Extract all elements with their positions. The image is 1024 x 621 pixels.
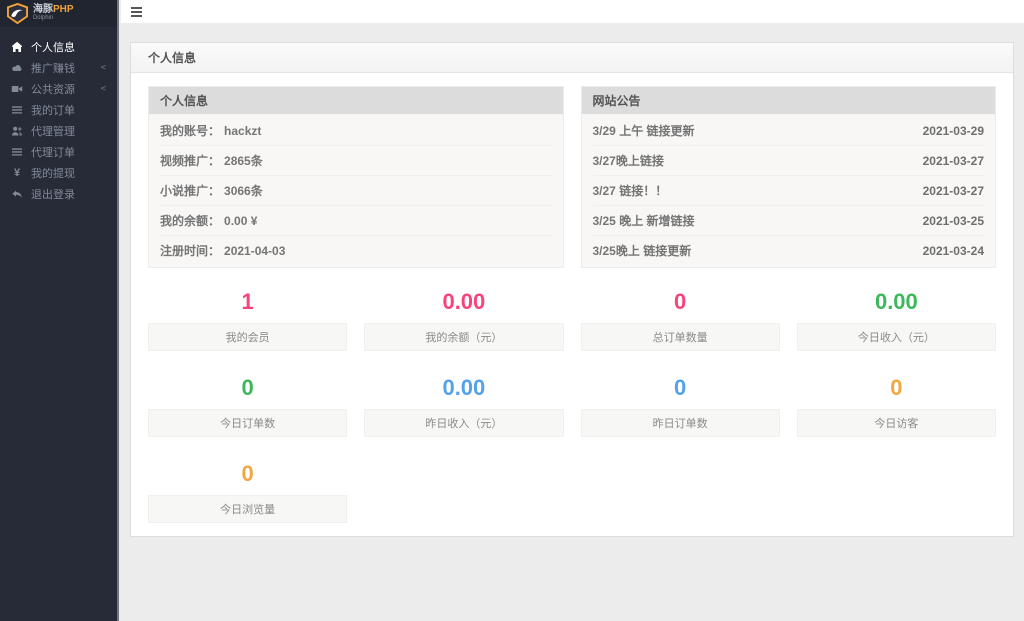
stat-label: 总订单数量: [580, 323, 780, 351]
sidebar-item-label: 代理订单: [31, 146, 75, 159]
profile-row-video-promo: 视频推广： 2865条: [160, 146, 552, 176]
profile-row-balance: 我的余额： 0.00 ¥: [160, 206, 552, 236]
personal-info-panel: 个人信息 个人信息 我的账号： hackzt 视频推广： 2865条 小说推广： 30…: [130, 42, 1014, 537]
profile-card-body: 我的账号： hackzt 视频推广： 2865条 小说推广： 3066条 我的余额： 0…: [149, 114, 563, 267]
notice-text: 3/27 链接！！: [592, 184, 668, 198]
stat-value: 0: [674, 289, 687, 314]
chevron-left-icon: <: [100, 83, 106, 94]
stat-label: 今日订单数: [148, 409, 348, 437]
stat-today-income: 0.00 今日收入（元）: [796, 281, 996, 351]
profile-card: 个人信息 我的账号： hackzt 视频推广： 2865条 小说推广： 3066条 我…: [148, 86, 564, 268]
sidebar-item-personal-info[interactable]: 个人信息: [0, 36, 117, 57]
balance-value: 0.00 ¥: [224, 214, 258, 228]
profile-card-title: 个人信息: [149, 87, 563, 114]
notice-card: 网站公告 3/29 上午 链接更新 2021-03-29 3/27晚上链接 2021…: [580, 86, 996, 268]
stat-label: 今日收入（元）: [796, 323, 996, 351]
register-time-value: 2021-04-03: [224, 244, 286, 258]
stat-label: 今日浏览量: [148, 495, 348, 523]
sidebar-item-my-withdrawal[interactable]: ¥ 我的提现: [0, 162, 117, 183]
stat-my-members: 1 我的会员: [148, 281, 348, 351]
stat-today-visitors: 0 今日访客: [796, 367, 996, 437]
notice-item[interactable]: 3/29 上午 链接更新 2021-03-29: [592, 116, 984, 146]
sidebar-item-label: 推广赚钱: [31, 62, 75, 75]
notice-text: 3/25 晚上 新增链接: [592, 214, 695, 228]
stats-grid: 1 我的会员 0.00 我的余额（元） 0 总订单数量 0.00 今日收入（元）…: [148, 281, 996, 523]
chevron-left-icon: <: [100, 62, 106, 73]
yen-icon: ¥: [13, 166, 21, 179]
stat-value: 1: [241, 289, 254, 314]
panel-body: 个人信息 我的账号： hackzt 视频推广： 2865条 小说推广： 3066条 我…: [131, 73, 1013, 536]
sidebar-item-agent-orders[interactable]: 代理订单: [0, 141, 117, 162]
stat-label: 我的会员: [148, 323, 348, 351]
notice-date: 2021-03-27: [922, 183, 984, 198]
sidebar-menu: 个人信息 推广赚钱 < 公共资源 < 我的订单 代理管理: [0, 27, 117, 204]
sidebar-item-label: 我的提现: [31, 167, 75, 180]
stat-my-balance: 0.00 我的余额（元）: [364, 281, 564, 351]
sidebar-item-promote-earn[interactable]: 推广赚钱 <: [0, 57, 117, 78]
info-cards-row: 个人信息 我的账号： hackzt 视频推广： 2865条 小说推广： 3066条 我…: [148, 86, 996, 268]
notice-item[interactable]: 3/25晚上 链接更新 2021-03-24: [593, 236, 985, 265]
account-value: hackzt: [224, 124, 262, 138]
profile-row-account: 我的账号： hackzt: [160, 116, 552, 146]
video-icon: [11, 83, 23, 95]
notice-card-body: 3/29 上午 链接更新 2021-03-29 3/27晚上链接 2021-03-2…: [582, 114, 996, 267]
panel-title: 个人信息: [131, 43, 1013, 73]
dolphin-logo-icon: [7, 2, 28, 25]
novel-promo-value: 3066条: [224, 184, 263, 198]
stat-label: 昨日收入（元）: [364, 409, 564, 437]
sidebar-item-public-resources[interactable]: 公共资源 <: [0, 78, 117, 99]
sidebar-item-label: 代理管理: [31, 125, 75, 138]
notice-item[interactable]: 3/27晚上链接 2021-03-27: [592, 146, 984, 176]
stat-today-pageviews: 0 今日浏览量: [148, 453, 348, 523]
stat-value: 0: [674, 375, 687, 400]
notice-text: 3/29 上午 链接更新: [592, 124, 695, 138]
profile-row-novel-promo: 小说推广： 3066条: [160, 176, 552, 206]
app-title: 海豚PHP: [33, 3, 74, 15]
notice-item[interactable]: 3/25 晚上 新增链接 2021-03-25: [592, 206, 984, 236]
stat-yesterday-income: 0.00 昨日收入（元）: [364, 367, 564, 437]
sidebar-item-label: 个人信息: [31, 41, 75, 54]
stat-label: 我的余额（元）: [364, 323, 564, 351]
list-icon: [11, 104, 23, 116]
stat-value: 0.00: [442, 375, 486, 400]
users-icon: [11, 125, 23, 137]
hamburger-menu-icon[interactable]: [131, 7, 142, 19]
notice-text: 3/25晚上 链接更新: [592, 244, 692, 258]
profile-row-register-time: 注册时间： 2021-04-03: [160, 244, 286, 258]
notice-date: 2021-03-24: [922, 243, 984, 258]
logout-icon: [11, 188, 23, 200]
sidebar-item-my-orders[interactable]: 我的订单: [0, 99, 117, 120]
notice-text: 3/27晚上链接: [592, 154, 664, 168]
notice-item[interactable]: 3/27 链接！！ 2021-03-27: [592, 176, 984, 206]
sidebar-item-logout[interactable]: 退出登录: [0, 183, 117, 204]
stat-yesterday-orders: 0 昨日订单数: [580, 367, 780, 437]
cloud-icon: [11, 62, 23, 74]
home-icon: [11, 41, 23, 53]
stat-label: 今日访客: [796, 409, 996, 437]
notice-card-title: 网站公告: [581, 87, 995, 114]
notice-date: 2021-03-25: [922, 213, 984, 228]
sidebar-item-agent-management[interactable]: 代理管理: [0, 120, 117, 141]
stat-value: 0.00: [874, 289, 918, 314]
app-logo[interactable]: 海豚PHP Dolphin: [0, 0, 117, 27]
sidebar-item-label: 退出登录: [31, 188, 75, 201]
notice-date: 2021-03-27: [922, 153, 984, 168]
stat-value: 0: [890, 375, 903, 400]
stat-today-orders: 0 今日订单数: [148, 367, 348, 437]
sidebar: 海豚PHP Dolphin 个人信息 推广赚钱 < 公共资源 <: [0, 0, 119, 621]
stat-value: 0.00: [442, 289, 486, 314]
stat-label: 昨日订单数: [580, 409, 780, 437]
sidebar-item-label: 我的订单: [31, 104, 75, 117]
notice-date: 2021-03-29: [922, 123, 984, 138]
main-content: 个人信息 个人信息 我的账号： hackzt 视频推广： 2865条 小说推广： 30…: [121, 23, 1024, 621]
app-subtitle: Dolphin: [33, 14, 54, 21]
topbar: [121, 0, 1024, 23]
stat-total-orders: 0 总订单数量: [580, 281, 780, 351]
video-promo-value: 2865条: [224, 154, 263, 168]
sidebar-item-label: 公共资源: [31, 83, 75, 96]
list-icon: [11, 146, 23, 158]
stat-value: 0: [241, 461, 254, 486]
stat-value: 0: [241, 375, 254, 400]
